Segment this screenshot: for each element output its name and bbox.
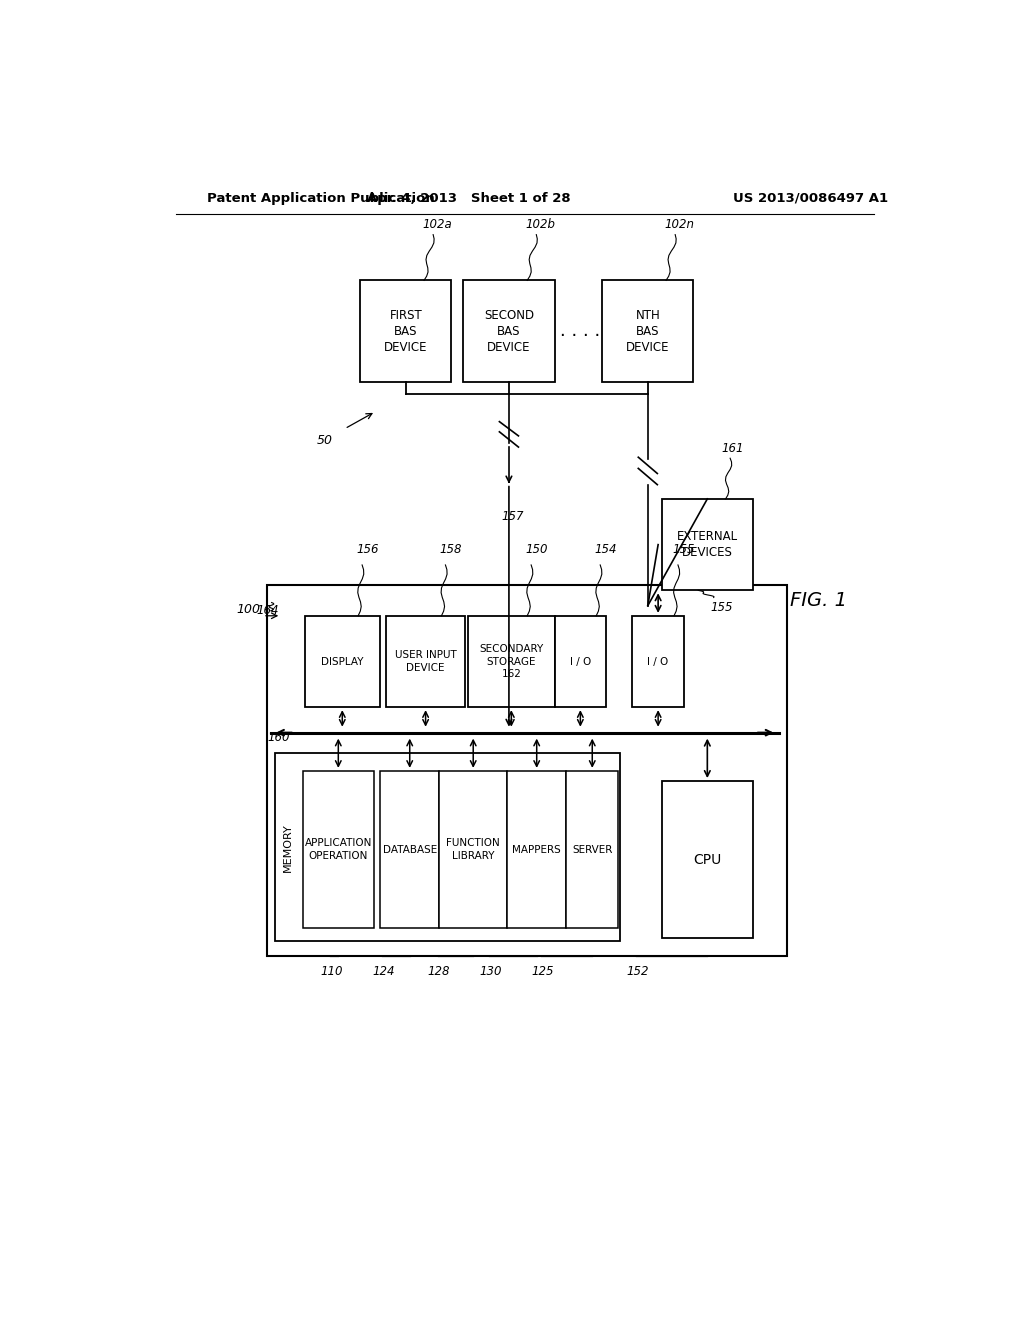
- Text: MEMORY: MEMORY: [284, 824, 293, 873]
- Text: 154: 154: [595, 544, 617, 556]
- Text: 128: 128: [428, 965, 451, 978]
- Bar: [468, 615, 555, 708]
- Bar: [463, 280, 555, 381]
- Text: FIG. 1: FIG. 1: [790, 591, 847, 610]
- Bar: [267, 585, 786, 956]
- Text: 50: 50: [316, 434, 333, 447]
- Text: Apr. 4, 2013   Sheet 1 of 28: Apr. 4, 2013 Sheet 1 of 28: [368, 191, 571, 205]
- Bar: [633, 615, 684, 708]
- Bar: [274, 752, 621, 941]
- Text: EXTERNAL
DEVICES: EXTERNAL DEVICES: [677, 531, 738, 560]
- Text: 157: 157: [502, 510, 524, 523]
- Text: DISPLAY: DISPLAY: [321, 656, 364, 667]
- Bar: [662, 781, 753, 939]
- Bar: [566, 771, 618, 928]
- Text: 102a: 102a: [422, 218, 452, 231]
- Text: FUNCTION
LIBRARY: FUNCTION LIBRARY: [446, 838, 500, 861]
- Text: 100: 100: [237, 603, 261, 616]
- Text: SECONDARY
STORAGE
162: SECONDARY STORAGE 162: [479, 644, 544, 678]
- Bar: [662, 499, 753, 590]
- Bar: [386, 615, 465, 708]
- Text: I / O: I / O: [569, 656, 591, 667]
- Text: SERVER: SERVER: [572, 845, 612, 854]
- Text: NTH
BAS
DEVICE: NTH BAS DEVICE: [626, 309, 670, 354]
- Bar: [439, 771, 507, 928]
- Text: CPU: CPU: [693, 853, 722, 867]
- Text: US 2013/0086497 A1: US 2013/0086497 A1: [733, 191, 888, 205]
- Text: 158: 158: [439, 544, 462, 556]
- Bar: [360, 280, 452, 381]
- Text: 160: 160: [267, 731, 290, 744]
- Text: MAPPERS: MAPPERS: [512, 845, 561, 854]
- Text: 164: 164: [256, 605, 279, 618]
- Bar: [602, 280, 693, 381]
- Text: 150: 150: [525, 544, 548, 556]
- Text: 102b: 102b: [525, 218, 555, 231]
- Text: Patent Application Publication: Patent Application Publication: [207, 191, 435, 205]
- Text: 155: 155: [673, 544, 694, 556]
- Text: USER INPUT
DEVICE: USER INPUT DEVICE: [394, 651, 457, 673]
- Bar: [303, 771, 374, 928]
- Text: 161: 161: [721, 442, 743, 454]
- Text: 152: 152: [627, 965, 649, 978]
- Text: 102n: 102n: [665, 218, 694, 231]
- Bar: [304, 615, 380, 708]
- Text: 110: 110: [321, 965, 343, 978]
- Text: 130: 130: [479, 965, 502, 978]
- Bar: [380, 771, 439, 928]
- Text: 156: 156: [356, 544, 379, 556]
- Text: I / O: I / O: [647, 656, 669, 667]
- Text: DATABASE: DATABASE: [383, 845, 437, 854]
- Text: 125: 125: [531, 965, 554, 978]
- Text: 124: 124: [373, 965, 395, 978]
- Text: APPLICATION
OPERATION: APPLICATION OPERATION: [304, 838, 372, 861]
- Text: . . . .: . . . .: [560, 322, 600, 341]
- Bar: [507, 771, 566, 928]
- Bar: [555, 615, 606, 708]
- Text: FIRST
BAS
DEVICE: FIRST BAS DEVICE: [384, 309, 427, 354]
- Text: 155: 155: [711, 601, 733, 614]
- Text: SECOND
BAS
DEVICE: SECOND BAS DEVICE: [484, 309, 534, 354]
